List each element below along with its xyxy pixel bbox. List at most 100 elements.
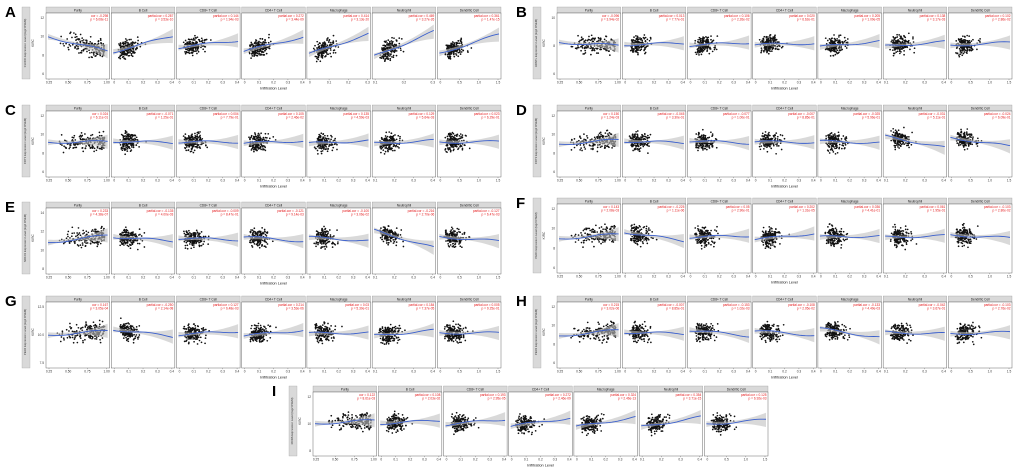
data-point bbox=[128, 54, 131, 57]
data-point bbox=[122, 41, 124, 44]
data-point bbox=[962, 52, 965, 55]
data-point bbox=[648, 39, 651, 42]
data-point bbox=[198, 39, 201, 41]
data-point bbox=[320, 132, 323, 135]
y-tick-label: 8 bbox=[553, 151, 555, 155]
data-point bbox=[697, 149, 699, 152]
panel-letter: C bbox=[5, 102, 16, 119]
data-point bbox=[193, 149, 196, 152]
data-point bbox=[381, 47, 383, 49]
data-point bbox=[197, 46, 199, 49]
data-point bbox=[768, 39, 771, 42]
x-tick-label: 0.4 bbox=[811, 81, 816, 85]
data-point bbox=[317, 58, 320, 61]
data-point bbox=[586, 39, 589, 42]
data-point bbox=[389, 43, 392, 45]
data-point bbox=[204, 38, 206, 41]
cancer-type-label: KIRC bbox=[542, 136, 546, 144]
data-point bbox=[73, 32, 75, 34]
x-tick-label: 0.3 bbox=[286, 81, 291, 85]
data-point bbox=[402, 50, 405, 53]
data-point bbox=[60, 35, 62, 38]
data-point bbox=[764, 137, 767, 140]
data-point bbox=[466, 50, 469, 52]
x-tick-label: 0.1 bbox=[373, 81, 378, 85]
data-point bbox=[705, 46, 708, 48]
data-point bbox=[588, 35, 590, 38]
x-tick-label: 1.0 bbox=[477, 81, 482, 85]
data-point bbox=[766, 51, 768, 54]
data-point bbox=[583, 138, 585, 141]
data-point bbox=[124, 38, 127, 40]
x-tick-label: 0.2 bbox=[271, 179, 276, 183]
data-point bbox=[93, 147, 96, 150]
data-point bbox=[130, 137, 133, 140]
data-point bbox=[642, 45, 645, 48]
data-point bbox=[398, 147, 400, 149]
data-point bbox=[393, 37, 395, 40]
data-point bbox=[199, 138, 202, 141]
data-point bbox=[826, 39, 829, 42]
data-point bbox=[449, 45, 452, 48]
data-point bbox=[387, 43, 390, 45]
data-point bbox=[905, 40, 907, 43]
data-point bbox=[329, 52, 332, 55]
data-point bbox=[329, 41, 332, 44]
data-point bbox=[98, 147, 101, 150]
data-point bbox=[701, 39, 704, 41]
x-tick-label: 0.1 bbox=[703, 81, 708, 85]
data-point bbox=[695, 133, 698, 135]
x-tick-label: 0.4 bbox=[876, 81, 881, 85]
y-tick-label: 8 bbox=[42, 53, 44, 57]
data-point bbox=[458, 42, 461, 45]
data-point bbox=[647, 152, 649, 154]
data-point bbox=[192, 138, 195, 141]
data-point bbox=[395, 138, 398, 141]
data-point bbox=[393, 143, 395, 146]
data-point bbox=[81, 147, 84, 149]
data-point bbox=[597, 36, 600, 39]
data-point bbox=[700, 53, 703, 56]
data-point bbox=[838, 147, 840, 150]
data-point bbox=[609, 54, 611, 56]
data-point bbox=[118, 43, 120, 45]
data-point bbox=[457, 51, 460, 54]
y-tick-label: 8 bbox=[553, 44, 555, 48]
data-point bbox=[592, 147, 594, 150]
data-point bbox=[125, 54, 128, 56]
data-point bbox=[446, 53, 449, 56]
data-point bbox=[194, 47, 197, 49]
data-point bbox=[644, 51, 647, 54]
data-point bbox=[256, 52, 259, 55]
data-point bbox=[398, 42, 401, 45]
data-point bbox=[775, 132, 778, 134]
data-point bbox=[588, 144, 591, 146]
data-point bbox=[196, 134, 199, 136]
data-point bbox=[894, 146, 897, 149]
data-point bbox=[134, 137, 136, 140]
data-point bbox=[317, 153, 319, 155]
data-point bbox=[902, 46, 904, 49]
data-point bbox=[89, 35, 92, 38]
data-point bbox=[90, 42, 93, 45]
data-point bbox=[579, 39, 581, 42]
data-point bbox=[67, 46, 69, 49]
data-point bbox=[459, 49, 461, 52]
data-point bbox=[766, 146, 768, 149]
data-point bbox=[636, 133, 639, 136]
data-point bbox=[903, 49, 905, 52]
data-point bbox=[770, 46, 773, 48]
y-tick-label: 6 bbox=[553, 72, 555, 76]
data-point bbox=[384, 150, 387, 153]
data-point bbox=[399, 47, 402, 50]
data-point bbox=[187, 144, 190, 146]
data-point bbox=[979, 38, 981, 40]
data-point bbox=[891, 49, 894, 52]
data-point bbox=[898, 50, 901, 53]
fit-line bbox=[178, 41, 239, 50]
data-point bbox=[257, 42, 260, 45]
data-point bbox=[763, 50, 765, 53]
data-point bbox=[122, 143, 124, 146]
data-point bbox=[128, 145, 130, 148]
